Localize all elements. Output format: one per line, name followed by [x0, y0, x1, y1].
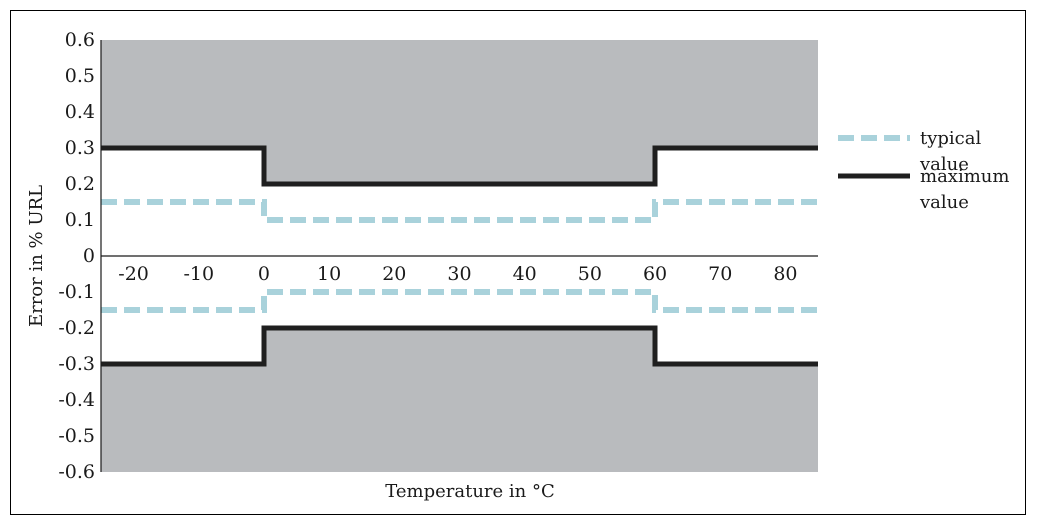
y-tick-label: -0.3 [58, 353, 95, 375]
y-tick-label: 0.4 [65, 101, 95, 123]
y-tick-label: -0.5 [58, 425, 95, 447]
x-tick-label: 30 [447, 263, 471, 285]
shaded-region-upper [101, 40, 818, 184]
y-tick-label: -0.4 [58, 389, 95, 411]
legend-maximum-label-2: value [919, 192, 969, 213]
x-tick-label: 40 [513, 263, 537, 285]
y-tick-label: 0 [83, 245, 95, 267]
y-tick-label: -0.1 [58, 281, 95, 303]
typical-upper-line [101, 199, 818, 223]
typical-lower-line [101, 289, 818, 313]
x-tick-label: 0 [258, 263, 270, 285]
y-tick-label: 0.6 [65, 29, 95, 51]
x-tick-label: 80 [773, 263, 797, 285]
y-tick-label: 0.5 [65, 65, 95, 87]
shaded-region [101, 40, 818, 472]
y-tick-label: -0.2 [58, 317, 95, 339]
x-tick-label: 50 [578, 263, 602, 285]
y-tick-label: 0.2 [65, 173, 95, 195]
y-axis-label: Error in % URL [26, 185, 47, 327]
legend: typical value maximum value [838, 128, 1009, 213]
x-axis-label: Temperature in °C [385, 481, 555, 502]
maximum-upper-line [101, 145, 818, 187]
x-tick-labels: -20 -10 0 10 20 30 40 50 60 70 80 [118, 263, 797, 285]
maximum-lower-line [101, 325, 818, 367]
x-tick-label: 20 [382, 263, 406, 285]
legend-typical-label-2: value [919, 154, 969, 175]
shaded-region-lower [101, 328, 818, 472]
x-tick-label: 60 [643, 263, 667, 285]
x-tick-label: 70 [708, 263, 732, 285]
y-tick-label: -0.6 [58, 461, 95, 483]
axes [100, 40, 818, 472]
y-tick-label: 0.3 [65, 137, 95, 159]
x-tick-label: -10 [183, 263, 214, 285]
legend-typical-label-1: typical [920, 128, 981, 149]
series-lines [101, 145, 818, 367]
y-tick-labels: 0.6 0.5 0.4 0.3 0.2 0.1 0 -0.1 -0.2 -0.3 -0.4 -0.5 -… [58, 29, 95, 483]
x-tick-label: 10 [317, 263, 341, 285]
legend-maximum-label-1: maximum [920, 166, 1009, 187]
y-tick-label: 0.1 [65, 209, 95, 231]
x-tick-label: -20 [118, 263, 149, 285]
